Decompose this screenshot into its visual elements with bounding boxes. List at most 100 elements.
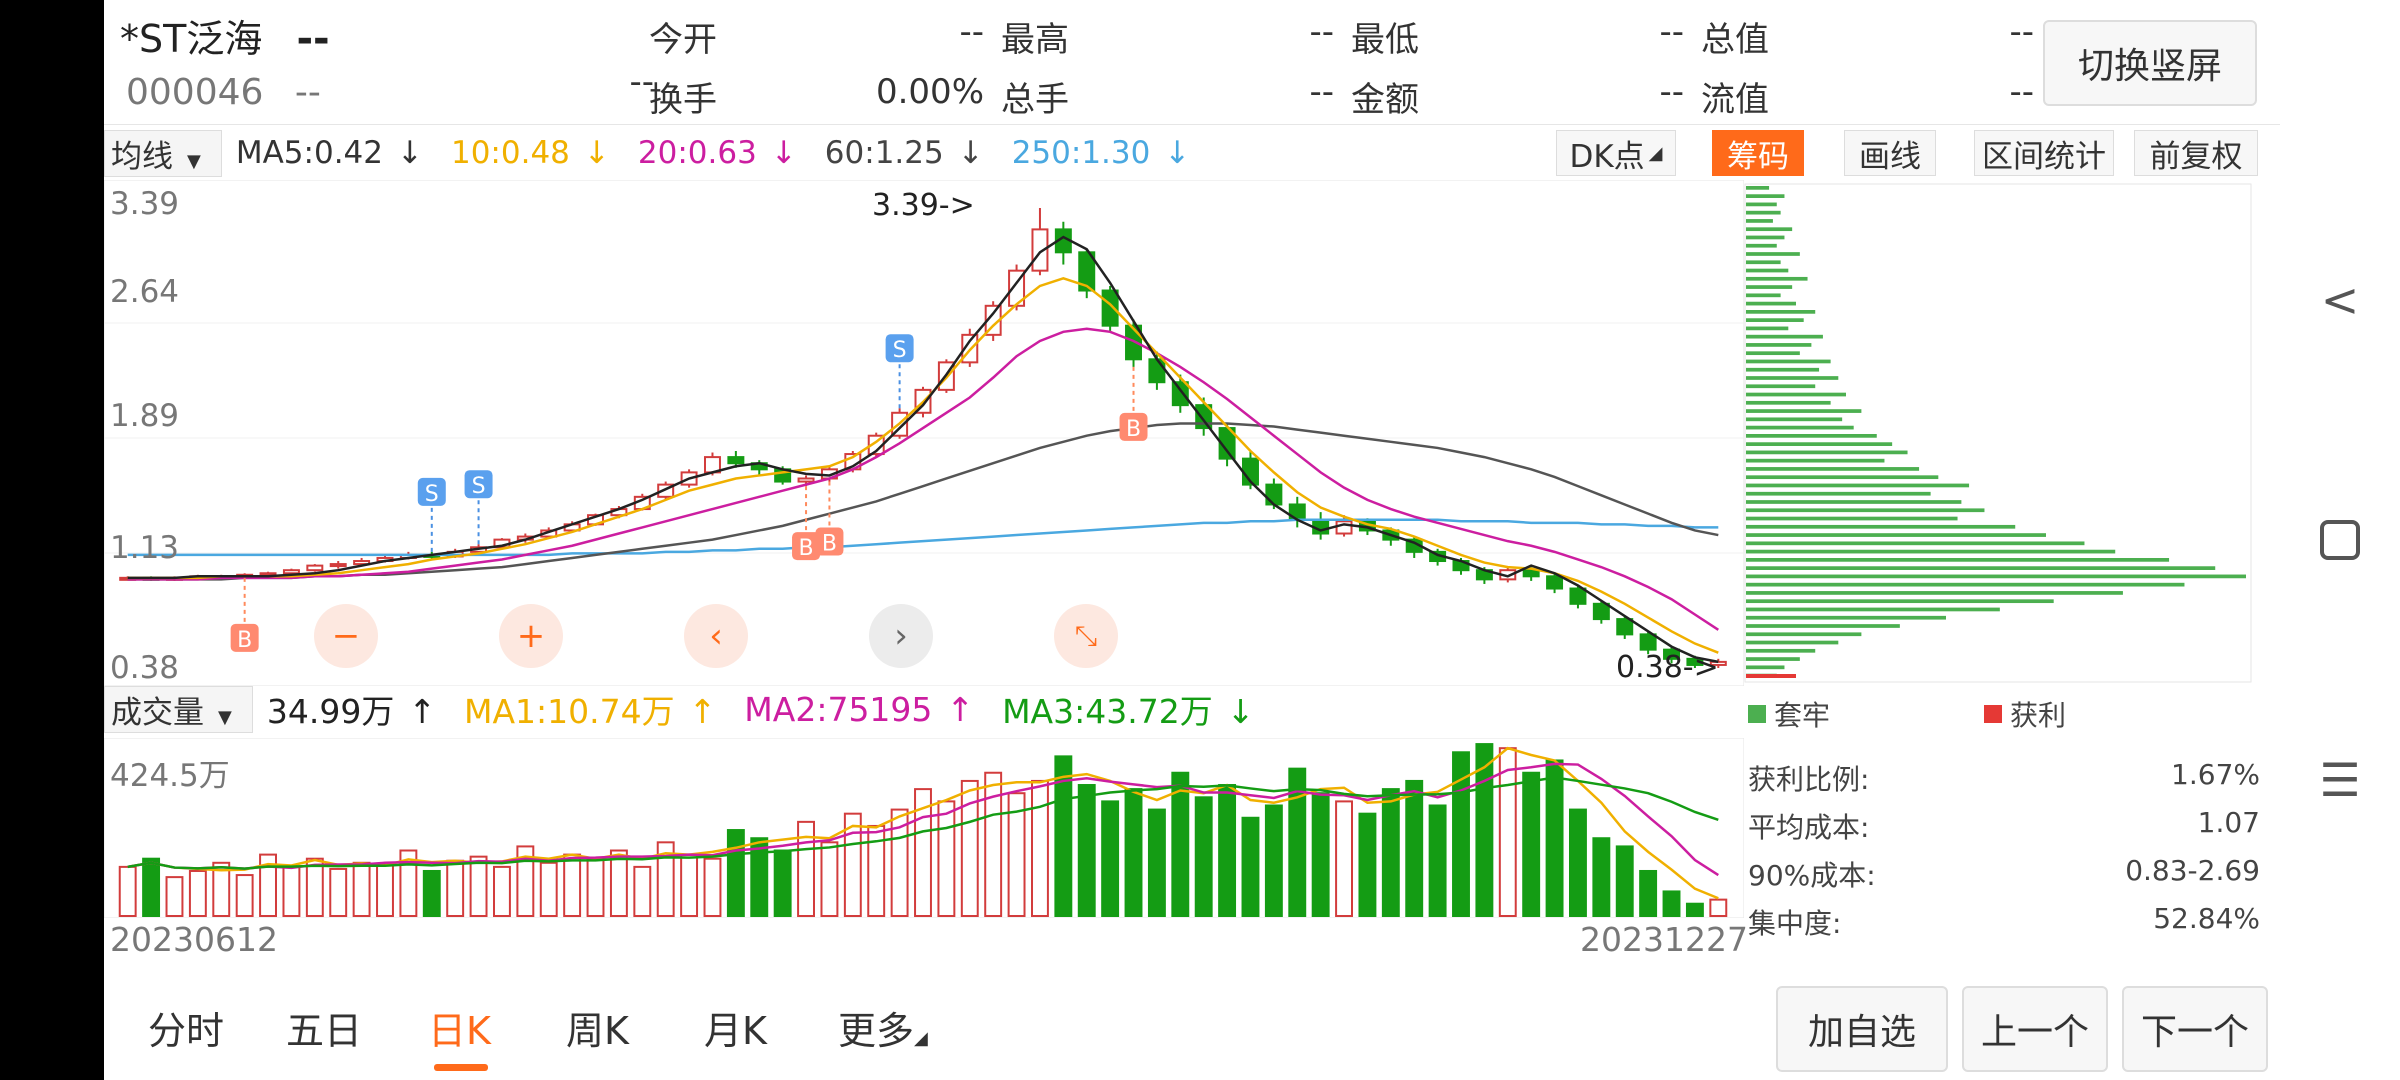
y-tick-label: 0.38 bbox=[110, 650, 180, 686]
chip-bar bbox=[1746, 376, 1839, 380]
volume-bar bbox=[843, 812, 862, 917]
tab-weekly-k[interactable]: 周K bbox=[566, 1009, 629, 1053]
volume-bar bbox=[422, 869, 441, 917]
y-tick-label: 3.39 bbox=[110, 186, 180, 222]
chip-bar bbox=[1746, 268, 1789, 273]
recents-nav-button[interactable]: ☰ bbox=[2280, 730, 2400, 830]
chip-button[interactable]: 筹码 bbox=[1712, 130, 1804, 176]
legend-profit: 获利 bbox=[1984, 694, 2066, 734]
next-stock-button[interactable]: 下一个 bbox=[2122, 986, 2268, 1072]
ma-legend: 均线 ▼ MA5:0.42 ↓ 10:0.48 ↓ 20:0.63 ↓ 60:1.25 ↓… bbox=[104, 129, 1218, 177]
volume-bar bbox=[1101, 800, 1120, 917]
chip-bar bbox=[1746, 516, 1958, 521]
minus-button[interactable]: − bbox=[314, 604, 378, 668]
chip-bar bbox=[1746, 359, 1831, 364]
chip-bar bbox=[1746, 491, 1931, 496]
volume-bar bbox=[1522, 771, 1541, 917]
field-value-amount: -- bbox=[1659, 72, 1684, 112]
chip-bar bbox=[1746, 508, 1985, 513]
tab-more[interactable]: 更多◢ bbox=[838, 1009, 928, 1053]
candle bbox=[1663, 648, 1681, 660]
chip-bar bbox=[1746, 500, 1962, 504]
signal-badge bbox=[230, 623, 259, 652]
volume-bar bbox=[329, 867, 348, 918]
volume-bar bbox=[563, 853, 582, 917]
chip-bar bbox=[1746, 425, 1854, 430]
chip-bar bbox=[1746, 434, 1877, 438]
chip-bar bbox=[1746, 392, 1846, 397]
chip-bar bbox=[1746, 566, 2216, 570]
sell-signal-marker: S bbox=[464, 470, 493, 545]
candle bbox=[1265, 483, 1283, 506]
volume-bar bbox=[1545, 759, 1564, 917]
scroll-left-button[interactable]: ‹ bbox=[684, 604, 748, 668]
chip-bar bbox=[1746, 409, 1862, 413]
volume-bar bbox=[1241, 816, 1260, 917]
y-tick-label: 2.64 bbox=[110, 274, 180, 310]
candle bbox=[1546, 575, 1564, 590]
chip-bar bbox=[1746, 632, 1862, 637]
chip-bar bbox=[1746, 450, 1908, 455]
volume-bar bbox=[1662, 890, 1681, 918]
volume-bar bbox=[1685, 902, 1704, 918]
chip-bar bbox=[1746, 524, 2016, 529]
chip-bar bbox=[1746, 235, 1785, 240]
chip-bar bbox=[1746, 310, 1816, 314]
scroll-right-button[interactable]: › bbox=[869, 604, 933, 668]
ma-selector[interactable]: 均线 ▼ bbox=[104, 129, 222, 177]
volume-bar bbox=[1615, 845, 1634, 917]
kline-chart[interactable]: BS SB BSB bbox=[104, 180, 1744, 686]
back-nav-button[interactable]: < bbox=[2280, 250, 2400, 350]
signal-badge bbox=[417, 477, 446, 506]
chip-bar bbox=[1746, 483, 1970, 488]
home-nav-button[interactable] bbox=[2280, 490, 2400, 590]
candle bbox=[1101, 289, 1119, 327]
ma10-line bbox=[127, 276, 1719, 654]
field-value-total-hands: -- bbox=[1309, 72, 1334, 112]
previous-stock-button[interactable]: 上一个 bbox=[1962, 986, 2108, 1072]
tab-daily-k[interactable]: 日K bbox=[428, 1009, 491, 1053]
volume-bar bbox=[1639, 869, 1658, 917]
chip-bar bbox=[1746, 202, 1777, 207]
stock-price: -- bbox=[296, 16, 330, 62]
volume-bar bbox=[1592, 837, 1611, 917]
chevron-right-icon: › bbox=[894, 616, 908, 656]
volume-bar bbox=[1381, 788, 1400, 917]
zoom-in-button[interactable]: + bbox=[499, 604, 563, 668]
signal-letter: B bbox=[237, 628, 252, 653]
volume-chart[interactable] bbox=[104, 738, 1744, 918]
add-watchlist-button[interactable]: 加自选 bbox=[1776, 986, 1948, 1072]
stock-change: -- bbox=[294, 72, 321, 113]
draw-line-button[interactable]: 画线 bbox=[1844, 130, 1936, 176]
tab-intraday[interactable]: 分时 bbox=[148, 1009, 225, 1053]
dk-point-button[interactable]: DK点 ◢ bbox=[1556, 130, 1676, 176]
minus-icon: − bbox=[331, 616, 361, 656]
ma60-value: 60:1.25 ↓ bbox=[824, 135, 984, 171]
system-nav-bar: < ☰ bbox=[2280, 0, 2400, 1080]
volume-bar bbox=[352, 861, 371, 917]
switch-portrait-button[interactable]: 切换竖屏 bbox=[2043, 20, 2257, 106]
recents-icon: ☰ bbox=[2319, 753, 2361, 807]
legend-swatch bbox=[1984, 705, 2002, 723]
shrink-button[interactable]: ⤡ bbox=[1054, 604, 1118, 668]
range-stat-button[interactable]: 区间统计 bbox=[1974, 130, 2114, 176]
back-icon: < bbox=[2320, 273, 2360, 327]
chip-bar bbox=[1746, 648, 1816, 653]
volume-bar bbox=[235, 874, 254, 917]
ma10-value: 10:0.48 ↓ bbox=[450, 135, 610, 171]
high-price-label: 3.39-> bbox=[872, 188, 975, 223]
volume-ma2: MA2:75195 ↑ bbox=[744, 689, 975, 729]
forward-adjust-button[interactable]: 前复权 bbox=[2134, 130, 2258, 176]
legend-trapped: 套牢 bbox=[1748, 694, 1830, 734]
tab-monthly-k[interactable]: 月K bbox=[704, 1009, 767, 1053]
chip-bar bbox=[1746, 326, 1789, 331]
signal-letter: S bbox=[472, 474, 486, 499]
volume-legend: 成交量 ▼ 34.99万 ↑ MA1:10.74万 ↑ MA2:75195 ↑ MA3:… bbox=[104, 685, 1282, 733]
volume-bar bbox=[937, 800, 956, 917]
candle bbox=[727, 456, 745, 465]
candle bbox=[1171, 381, 1189, 407]
volume-selector[interactable]: 成交量 ▼ bbox=[104, 685, 253, 733]
chip-bar bbox=[1746, 343, 1812, 347]
signal-letter: B bbox=[798, 536, 813, 561]
tab-five-day[interactable]: 五日 bbox=[286, 1009, 363, 1053]
